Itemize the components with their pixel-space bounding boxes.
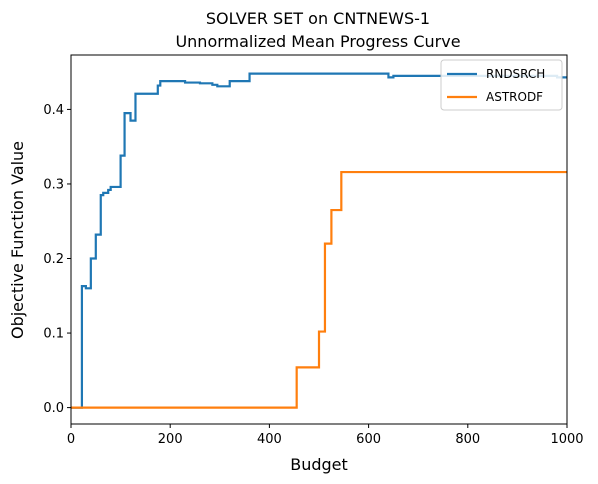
x-tick-label: 400	[257, 432, 282, 447]
series-line-rndsrch	[71, 72, 567, 409]
legend: RNDSRCH ASTRODF	[440, 59, 563, 111]
x-tick-label: 1000	[550, 432, 583, 447]
legend-label-astrodf: ASTRODF	[486, 90, 543, 104]
y-tick-label: 0.2	[43, 252, 64, 267]
y-tick-label: 0.0	[43, 401, 64, 416]
y-axis: 0.0 0.1 0.2 0.3 0.4	[43, 103, 71, 416]
chart-subtitle: Unnormalized Mean Progress Curve	[175, 32, 460, 51]
plot-lines	[71, 72, 567, 409]
legend-label-rndsrch: RNDSRCH	[486, 67, 545, 81]
y-tick-label: 0.4	[43, 103, 64, 118]
y-axis-label: Objective Function Value	[8, 141, 27, 339]
x-tick-label: 800	[455, 432, 480, 447]
x-axis: 0 200 400 600 800 1000	[67, 424, 584, 447]
x-tick-label: 200	[158, 432, 183, 447]
series-line-astrodf	[71, 170, 567, 409]
x-tick-label: 600	[356, 432, 381, 447]
x-tick-label: 0	[67, 432, 75, 447]
plot-frame	[70, 54, 568, 425]
chart-title: SOLVER SET on CNTNEWS-1	[206, 9, 430, 28]
y-tick-label: 0.3	[43, 177, 64, 192]
x-axis-label: Budget	[290, 455, 348, 474]
y-tick-label: 0.1	[43, 327, 64, 342]
